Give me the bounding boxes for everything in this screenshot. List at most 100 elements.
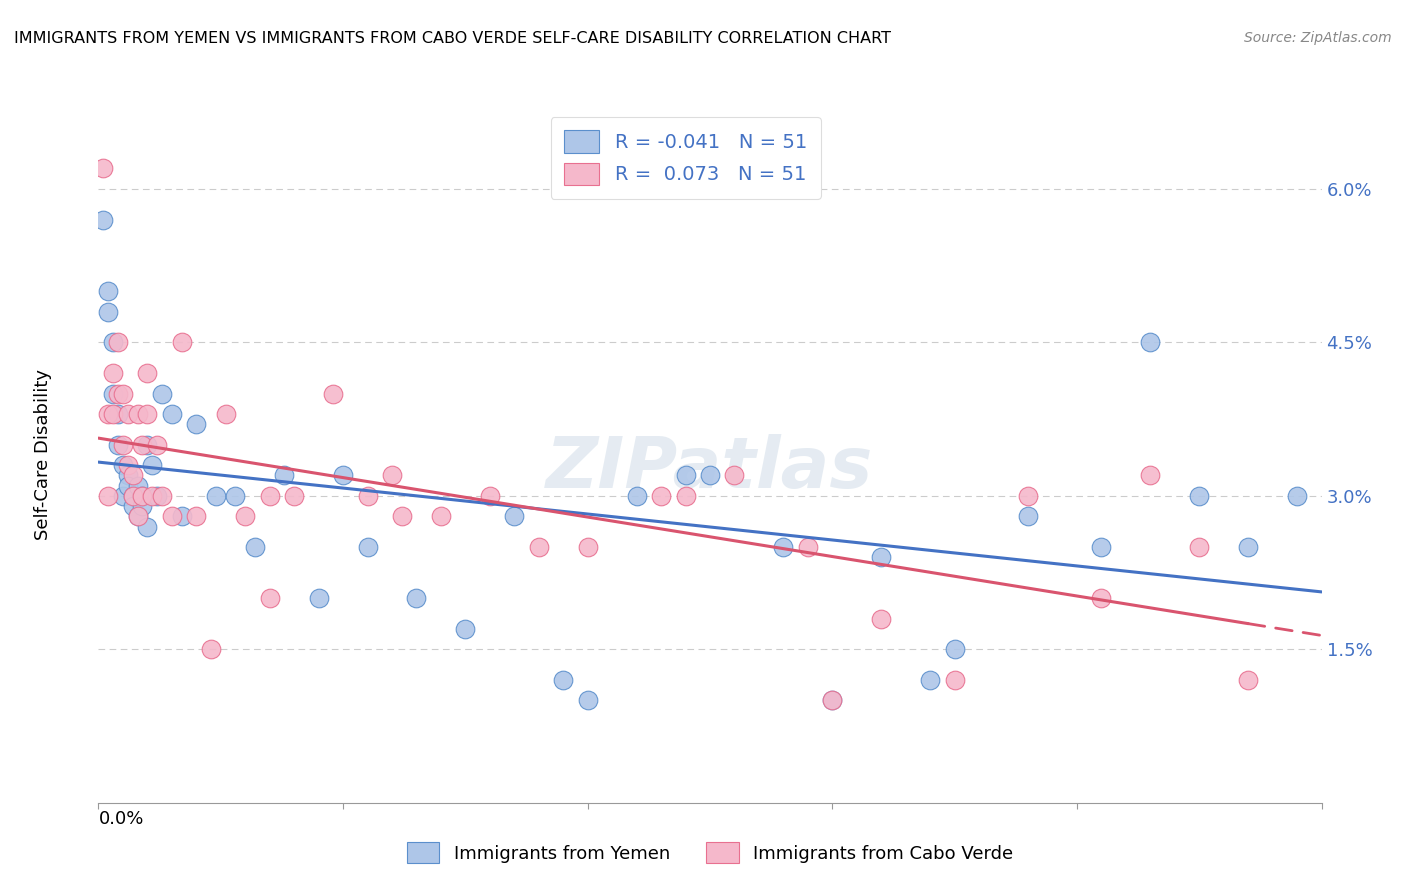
Point bbox=[626, 489, 648, 503]
Point bbox=[101, 386, 124, 401]
Point bbox=[1090, 540, 1112, 554]
Point bbox=[127, 478, 149, 492]
Point bbox=[136, 438, 159, 452]
Text: Source: ZipAtlas.com: Source: ZipAtlas.com bbox=[1244, 31, 1392, 45]
Point bbox=[121, 468, 143, 483]
Text: Self-Care Disability: Self-Care Disability bbox=[34, 369, 52, 541]
Point bbox=[870, 612, 893, 626]
Point bbox=[1188, 489, 1211, 503]
Point bbox=[150, 489, 173, 503]
Point bbox=[141, 489, 163, 503]
Point bbox=[91, 161, 114, 176]
Point bbox=[97, 284, 120, 298]
Point bbox=[920, 673, 942, 687]
Point bbox=[127, 407, 149, 421]
Point bbox=[381, 468, 404, 483]
Point bbox=[478, 489, 501, 503]
Point bbox=[107, 438, 129, 452]
Point bbox=[186, 509, 208, 524]
Point bbox=[821, 693, 844, 707]
Point bbox=[160, 509, 183, 524]
Point bbox=[356, 540, 378, 554]
Point bbox=[1237, 673, 1260, 687]
Point bbox=[136, 519, 159, 533]
Point bbox=[97, 407, 120, 421]
Point bbox=[117, 468, 139, 483]
Point bbox=[111, 438, 134, 452]
Point bbox=[233, 509, 256, 524]
Point bbox=[699, 468, 721, 483]
Point bbox=[117, 478, 139, 492]
Point bbox=[131, 489, 153, 503]
Point bbox=[131, 438, 153, 452]
Point bbox=[131, 499, 153, 513]
Point bbox=[1139, 335, 1161, 350]
Point bbox=[101, 407, 124, 421]
Point bbox=[1017, 489, 1039, 503]
Point bbox=[214, 407, 236, 421]
Point bbox=[797, 540, 820, 554]
Point bbox=[1090, 591, 1112, 606]
Point bbox=[111, 489, 134, 503]
Point bbox=[503, 509, 526, 524]
Point bbox=[160, 407, 183, 421]
Point bbox=[101, 366, 124, 380]
Point bbox=[821, 693, 844, 707]
Point bbox=[127, 509, 149, 524]
Point bbox=[650, 489, 672, 503]
Point bbox=[576, 693, 599, 707]
Point bbox=[107, 335, 129, 350]
Point bbox=[391, 509, 413, 524]
Point bbox=[356, 489, 378, 503]
Point bbox=[200, 642, 222, 657]
Point bbox=[675, 489, 697, 503]
Point bbox=[283, 489, 305, 503]
Point bbox=[91, 212, 114, 227]
Point bbox=[1237, 540, 1260, 554]
Point bbox=[259, 591, 281, 606]
Point bbox=[101, 335, 124, 350]
Point bbox=[121, 489, 143, 503]
Point bbox=[553, 673, 575, 687]
Point bbox=[107, 407, 129, 421]
Point bbox=[111, 386, 134, 401]
Point bbox=[1286, 489, 1309, 503]
Point bbox=[405, 591, 427, 606]
Point bbox=[273, 468, 295, 483]
Text: 0.0%: 0.0% bbox=[98, 810, 143, 828]
Point bbox=[97, 489, 120, 503]
Point bbox=[430, 509, 453, 524]
Point bbox=[576, 540, 599, 554]
Point bbox=[170, 335, 193, 350]
Point bbox=[772, 540, 794, 554]
Point bbox=[146, 489, 169, 503]
Point bbox=[259, 489, 281, 503]
Point bbox=[141, 458, 163, 472]
Point bbox=[943, 642, 966, 657]
Point bbox=[121, 499, 143, 513]
Point bbox=[943, 673, 966, 687]
Point bbox=[1188, 540, 1211, 554]
Point bbox=[205, 489, 228, 503]
Legend: Immigrants from Yemen, Immigrants from Cabo Verde: Immigrants from Yemen, Immigrants from C… bbox=[399, 835, 1021, 871]
Point bbox=[97, 304, 120, 318]
Point bbox=[308, 591, 330, 606]
Point bbox=[332, 468, 354, 483]
Point bbox=[675, 468, 697, 483]
Point bbox=[117, 407, 139, 421]
Point bbox=[527, 540, 550, 554]
Point bbox=[170, 509, 193, 524]
Point bbox=[1139, 468, 1161, 483]
Point bbox=[136, 366, 159, 380]
Point bbox=[136, 407, 159, 421]
Point bbox=[131, 489, 153, 503]
Text: ZIPatlas: ZIPatlas bbox=[547, 434, 873, 503]
Point bbox=[243, 540, 266, 554]
Point bbox=[127, 509, 149, 524]
Point bbox=[224, 489, 246, 503]
Point bbox=[111, 458, 134, 472]
Point bbox=[186, 417, 208, 432]
Point bbox=[121, 489, 143, 503]
Point bbox=[1017, 509, 1039, 524]
Point bbox=[454, 622, 477, 636]
